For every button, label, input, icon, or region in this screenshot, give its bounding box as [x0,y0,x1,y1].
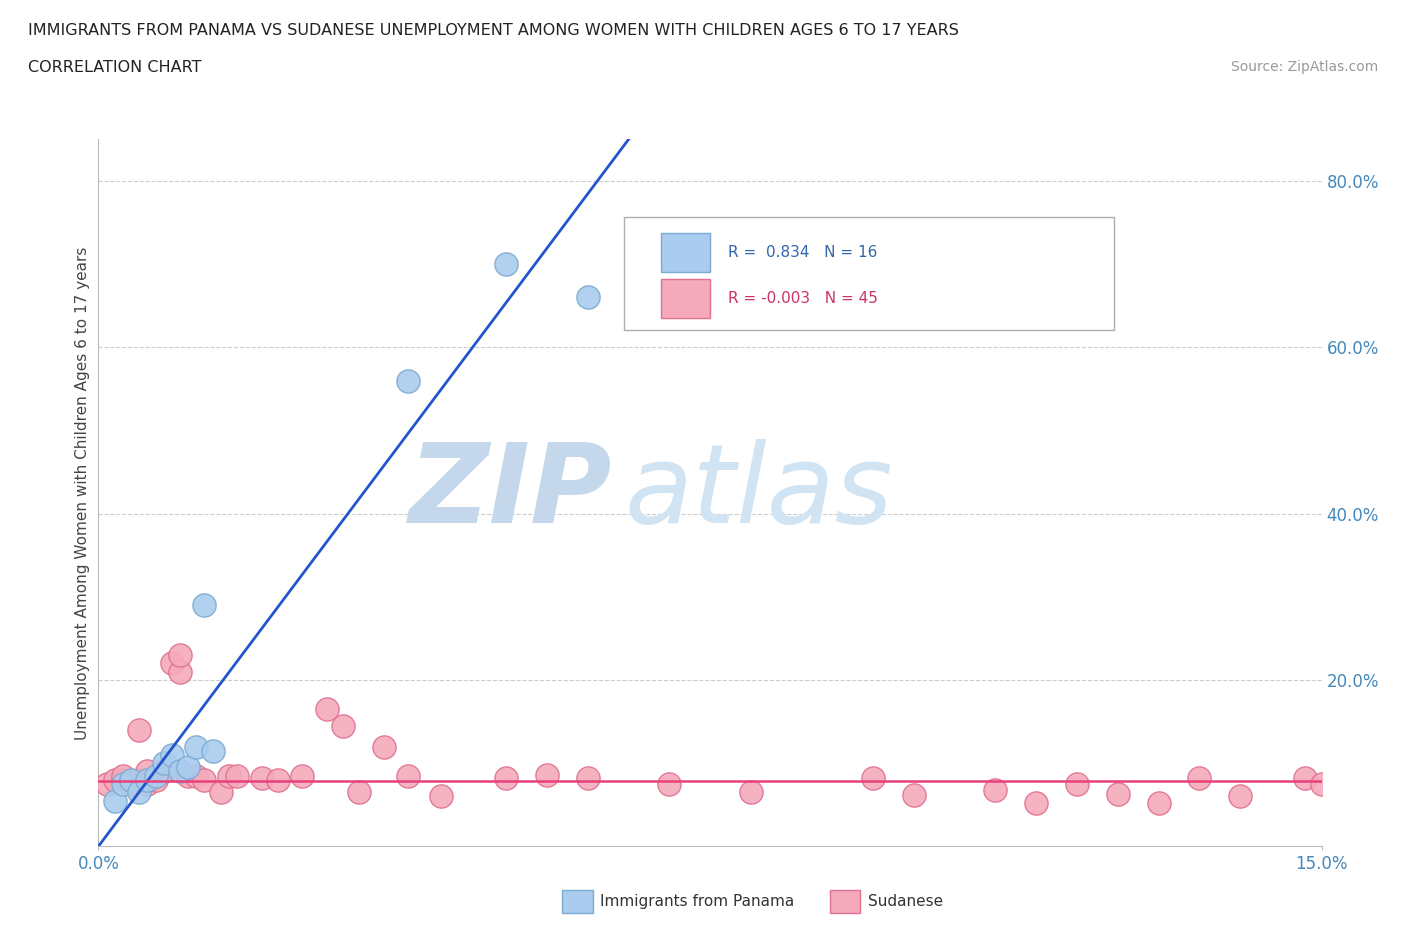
Point [226,768,249,783]
Point [169,764,191,779]
Point [396,373,419,388]
Bar [661,279,710,318]
Point [193,772,215,787]
Point [495,771,517,786]
Text: atlas: atlas [624,439,893,547]
Point [267,772,290,787]
Text: R =  0.834   N = 16: R = 0.834 N = 16 [728,246,877,260]
Point [193,598,215,613]
Point [576,290,599,305]
Point [136,764,159,779]
Point [136,777,159,791]
Point [576,771,599,786]
Bar [661,233,710,272]
Point [111,777,134,791]
Point [186,768,208,783]
Point [169,647,191,662]
Point [128,772,150,787]
Point [250,771,273,786]
Point [169,664,191,679]
Point [536,767,558,782]
Point [111,772,134,787]
Text: ZIP: ZIP [409,439,612,547]
Text: Source: ZipAtlas.com: Source: ZipAtlas.com [1230,60,1378,74]
Point [209,785,232,800]
Point [862,771,884,786]
Point [186,739,208,754]
Point [658,777,681,791]
Point [177,760,200,775]
Point [1294,771,1316,786]
Point [291,768,314,783]
Point [984,782,1007,797]
Point [332,718,354,733]
Point [495,257,517,272]
Point [1188,771,1211,786]
Point [740,785,762,800]
Point [152,756,174,771]
Point [120,772,142,787]
Point [396,768,419,783]
Point [1229,789,1251,804]
Point [160,748,183,763]
Point [104,793,127,808]
Point [201,743,224,758]
Text: IMMIGRANTS FROM PANAMA VS SUDANESE UNEMPLOYMENT AMONG WOMEN WITH CHILDREN AGES 6: IMMIGRANTS FROM PANAMA VS SUDANESE UNEMP… [28,23,959,38]
Point [160,656,183,671]
Point [145,772,167,787]
Point [145,768,167,783]
Point [120,777,142,791]
Point [903,788,925,803]
Point [1066,777,1088,791]
Point [218,768,240,783]
Point [96,777,118,791]
Point [373,739,395,754]
Point [1310,777,1333,791]
Point [104,772,127,787]
Point [128,785,150,800]
Text: CORRELATION CHART: CORRELATION CHART [28,60,201,75]
Point [1025,796,1047,811]
Point [1147,796,1170,811]
Point [128,723,150,737]
Y-axis label: Unemployment Among Women with Children Ages 6 to 17 years: Unemployment Among Women with Children A… [75,246,90,739]
Point [430,789,453,804]
Point [1107,787,1129,802]
Point [349,785,371,800]
FancyBboxPatch shape [624,218,1114,330]
Point [177,768,200,783]
Point [152,764,174,779]
Text: Sudanese: Sudanese [868,894,942,910]
Point [111,768,134,783]
Text: Immigrants from Panama: Immigrants from Panama [600,894,794,910]
Point [136,772,159,787]
Text: R = -0.003   N = 45: R = -0.003 N = 45 [728,291,879,306]
Point [315,701,337,716]
